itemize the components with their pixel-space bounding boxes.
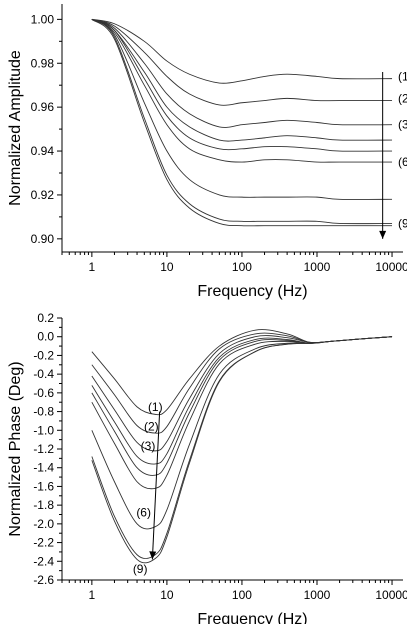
series-line-3 [91,335,393,452]
series-line-9 [91,18,393,227]
y-axis-title: Normalized Phase (Deg) [7,361,24,536]
curve-annotation: (2) [144,420,159,434]
y-tick-label: -1.8 [33,498,54,512]
phase-chart: 1 10 100 1000 10000 -2.6 -2.4 -2.2 -2.0 -1.8 -1.6 -… [7,311,407,624]
series-line-8 [91,18,393,225]
curve-annotation: (6) [136,506,151,520]
y-tick-label: -1.0 [33,423,54,437]
curve-annotation: (3) [141,439,156,453]
series-line-4 [91,18,393,142]
curve-annotation: (6) [398,155,407,169]
amplitude-chart: 1 10 100 1000 10000 0.90 0.92 0.94 0.96 0.98 1.00 F… [7,4,407,300]
series-line-7 [91,18,393,200]
y-axis-title: Normalized Amplitude [7,50,24,206]
y-tick-label: -0.4 [33,367,54,381]
y-tick-label: -1.2 [33,442,54,456]
y-tick-label: 0.98 [31,56,55,70]
x-tick-label: 10000 [375,588,407,602]
x-tick-label: 1000 [304,260,331,274]
series-line-5 [91,18,393,152]
x-axis-title: Frequency (Hz) [197,283,307,300]
y-tick-label: 0.96 [31,100,55,114]
x-tick-label: 100 [232,260,252,274]
y-tick-label: 1.00 [31,12,55,26]
x-tick-label: 10 [160,588,174,602]
arrow-line [151,411,161,560]
x-tick-label: 1 [89,260,96,274]
curve-annotation: (2) [398,91,407,105]
y-tick-label: 0.0 [37,330,54,344]
series-line-4 [91,336,393,465]
x-axis-title: Frequency (Hz) [197,611,307,624]
curve-annotation: (9) [398,216,407,230]
series-line-6 [91,18,393,163]
y-tick-label: -2.2 [33,536,54,550]
y-tick-label: 0.94 [31,144,55,158]
curve-annotation: (3) [398,118,407,132]
y-tick-label: -0.6 [33,386,54,400]
series-line-2 [91,18,393,106]
x-tick-label: 1000 [304,588,331,602]
x-tick-label: 10 [160,260,174,274]
y-tick-label: -2.4 [33,554,54,568]
y-tick-label: 0.90 [31,232,55,246]
series-line-1 [91,329,393,416]
y-tick-label: 0.92 [31,188,55,202]
curve-annotation: (1) [398,69,407,83]
y-tick-label: -2.0 [33,517,54,531]
y-tick-label: -0.2 [33,348,54,362]
x-tick-label: 100 [232,588,252,602]
y-tick-label: 0.2 [37,311,54,325]
x-tick-label: 1 [89,588,96,602]
y-tick-label: -0.8 [33,405,54,419]
curve-annotation: (9) [133,562,148,576]
series-line-8 [91,336,393,559]
series-line-6 [91,336,393,490]
curve-annotation: (1) [148,400,163,414]
series-line-2 [91,332,393,434]
series-line-1 [91,18,393,84]
x-tick-label: 10000 [375,260,407,274]
y-tick-label: -1.4 [33,461,54,475]
arrow-head [149,551,157,560]
series-line-5 [91,336,393,476]
y-tick-label: -1.6 [33,479,54,493]
y-tick-label: -2.6 [33,573,54,587]
series-line-7 [91,336,393,530]
series-line-3 [91,18,393,128]
series-line-9 [91,336,393,564]
arrow-head [379,230,387,239]
